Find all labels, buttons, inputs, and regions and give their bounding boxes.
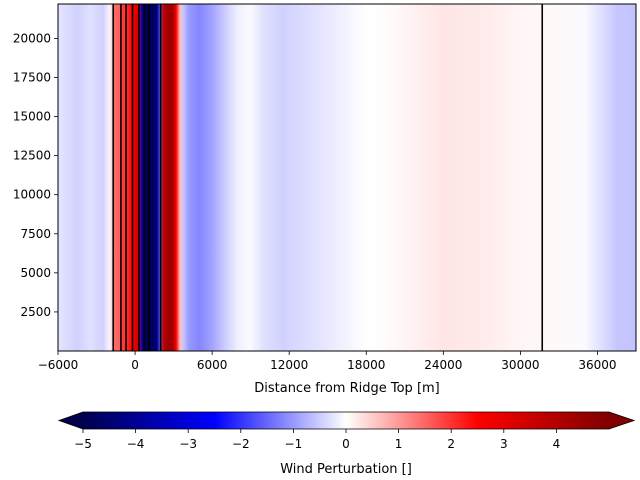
- plot-area: [57, 3, 637, 352]
- colorbar-tick-label: 1: [395, 437, 403, 451]
- colorbar-tick-label: −3: [179, 437, 197, 451]
- colorbar-ticks: −5 −4 −3 −2 −1 0 1 2 3 4: [74, 429, 560, 451]
- x-tick-label: 6000: [197, 358, 228, 372]
- colorbar-tick-label: −5: [74, 437, 92, 451]
- y-tick-label: 10000: [13, 188, 51, 202]
- y-axis: 2500 5000 7500 10000 12500 15000 17500 20000: [13, 31, 58, 319]
- colorbar-body: [57, 411, 636, 430]
- x-axis-label: Distance from Ridge Top [m]: [254, 381, 440, 396]
- colorbar-label: Wind Perturbation []: [280, 462, 412, 477]
- x-tick-label: 0: [131, 358, 139, 372]
- colorbar-tick-label: −2: [232, 437, 250, 451]
- y-tick-label: 17500: [13, 70, 51, 84]
- colorbar-tick-label: 2: [447, 437, 455, 451]
- colorbar-tick-label: 0: [342, 437, 350, 451]
- x-tick-label: 18000: [347, 358, 385, 372]
- colorbar-tick-label: 3: [500, 437, 508, 451]
- colorbar: −5 −4 −3 −2 −1 0 1 2 3 4 Wind Perturbation []: [57, 411, 636, 477]
- x-tick-label: 30000: [501, 358, 539, 372]
- vertical-lines: [112, 4, 544, 351]
- colorbar-tick-label: −4: [127, 437, 145, 451]
- x-tick-label: 36000: [578, 358, 616, 372]
- plot-frame: [57, 3, 637, 352]
- colorbar-tick-label: 4: [553, 437, 561, 451]
- heatmap-field: [58, 4, 636, 351]
- x-tick-label: 12000: [270, 358, 308, 372]
- x-tick-label: 24000: [424, 358, 462, 372]
- x-tick-label: −6000: [38, 358, 79, 372]
- y-tick-label: 7500: [20, 227, 51, 241]
- colorbar-tick-label: −1: [285, 437, 303, 451]
- x-axis: −6000 0 6000 12000 18000 24000 30000 36000: [38, 351, 617, 372]
- y-tick-label: 15000: [13, 110, 51, 124]
- y-tick-label: 2500: [20, 305, 51, 319]
- y-tick-label: 20000: [13, 31, 51, 45]
- y-tick-label: 5000: [20, 266, 51, 280]
- y-tick-label: 12500: [13, 149, 51, 163]
